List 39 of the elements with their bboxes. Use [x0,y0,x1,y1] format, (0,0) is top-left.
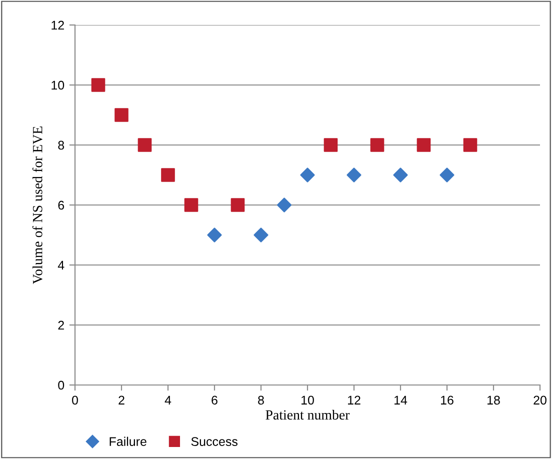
x-tick-label: 6 [212,396,218,405]
legend-label: Failure [110,436,146,446]
point [207,228,222,242]
x-axis-title: Patient number [266,410,350,420]
point [324,138,338,152]
point [370,138,384,152]
x-tick-label: 20 [534,396,546,405]
y-tick-label: 12 [52,20,64,30]
y-tick-label: 0 [58,380,64,390]
point [91,78,106,92]
x-tick-label: 0 [72,396,78,405]
y-axis-title: Volume of NS used for EVE [32,126,42,284]
point [463,138,478,152]
x-tick-label: 16 [441,396,454,405]
point [114,108,128,122]
point [276,198,292,212]
point [254,228,268,242]
x-tick-label: 2 [118,396,124,404]
point [416,138,431,152]
x-tick-label: 18 [488,396,500,405]
x-tick-label: 8 [258,396,264,405]
y-tick-label: 6 [58,200,64,210]
point [300,168,315,182]
point [393,168,408,182]
point [230,198,245,212]
y-tick-label: 2 [58,320,64,330]
y-tick-label: 8 [58,140,64,150]
point [138,138,152,152]
y-tick-label: 10 [52,80,64,90]
point [440,168,454,182]
x-tick-label: 12 [348,396,360,404]
x-tick-label: 14 [394,396,408,404]
x-tick-label: 4 [164,396,172,404]
point [346,168,362,182]
x-tick-label: 10 [302,396,314,405]
legend-label: Success [191,437,238,446]
y-tick-label: 4 [58,260,64,270]
point [161,168,175,182]
point [184,198,198,212]
